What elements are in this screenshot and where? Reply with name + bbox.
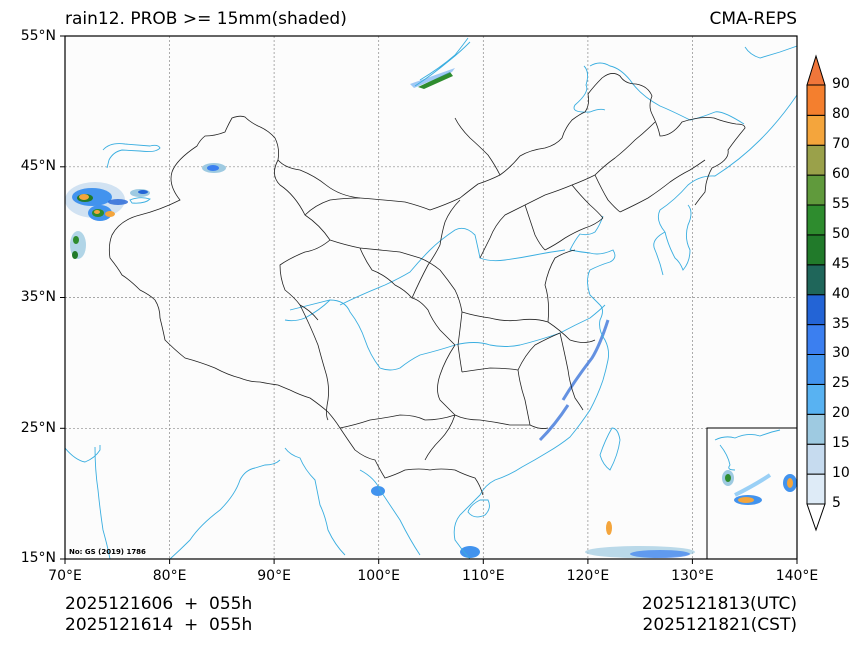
chart-title: rain12. PROB >= 15mm(shaded) bbox=[65, 9, 347, 29]
lat-label-45: 45°N bbox=[20, 158, 56, 174]
valid-time-cst: 2025121821(CST) bbox=[642, 615, 797, 635]
init-time-utc: 2025121606 + 055h bbox=[65, 594, 253, 614]
colorbar-label: 90 bbox=[832, 76, 850, 92]
lon-label-140: 140°E bbox=[775, 568, 819, 584]
lon-label-80: 80°E bbox=[152, 568, 187, 584]
lon-label-120: 120°E bbox=[566, 568, 610, 584]
lon-label-110: 110°E bbox=[462, 568, 505, 584]
colorbar bbox=[806, 54, 826, 532]
colorbar-label: 25 bbox=[832, 375, 850, 391]
init-time-cst: 2025121614 + 055h bbox=[65, 615, 253, 635]
map-approval-number: No: GS (2019) 1786 bbox=[69, 548, 146, 556]
lat-label-35: 35°N bbox=[20, 289, 56, 305]
colorbar-label: 5 bbox=[832, 495, 841, 511]
axis-ticks bbox=[60, 35, 798, 564]
lat-label-55: 55°N bbox=[20, 28, 56, 44]
lat-label-25: 25°N bbox=[20, 420, 56, 436]
lon-label-130: 130°E bbox=[671, 568, 714, 584]
lon-label-90: 90°E bbox=[257, 568, 291, 584]
colorbar-label: 70 bbox=[832, 136, 850, 152]
colorbar-label: 60 bbox=[832, 166, 850, 182]
colorbar-label: 20 bbox=[832, 405, 850, 421]
colorbar-label: 10 bbox=[832, 465, 850, 481]
model-name: CMA-REPS bbox=[709, 9, 797, 29]
lon-label-70: 70°E bbox=[48, 568, 82, 584]
colorbar-label: 15 bbox=[832, 435, 850, 451]
precip-shading bbox=[65, 68, 792, 559]
colorbar-label: 80 bbox=[832, 106, 850, 122]
colorbar-label: 55 bbox=[832, 196, 850, 212]
lon-label-100: 100°E bbox=[357, 568, 400, 584]
coastlines-rivers bbox=[65, 37, 797, 559]
colorbar-label: 40 bbox=[832, 286, 850, 302]
lat-label-15: 15°N bbox=[20, 550, 56, 566]
valid-time-utc: 2025121813(UTC) bbox=[641, 594, 797, 614]
province-borders bbox=[108, 73, 746, 496]
gridlines bbox=[65, 36, 797, 559]
colorbar-label: 35 bbox=[832, 316, 850, 332]
colorbar-label: 45 bbox=[832, 256, 850, 272]
colorbar-label: 50 bbox=[832, 226, 850, 242]
colorbar-label: 30 bbox=[832, 345, 850, 361]
south-china-sea-inset bbox=[706, 427, 797, 559]
